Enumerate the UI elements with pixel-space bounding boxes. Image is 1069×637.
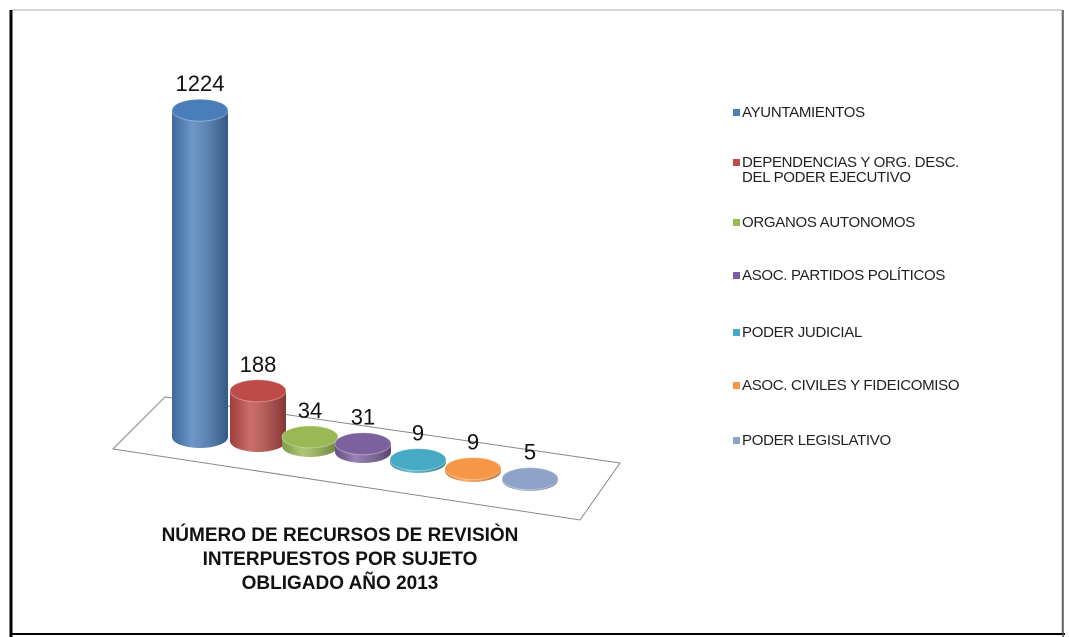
legend-swatch: [733, 159, 740, 166]
legend-label: DEPENDENCIAS Y ORG. DESC. DEL PODER EJEC…: [742, 154, 960, 186]
legend-swatch: [733, 437, 740, 444]
legend-swatch: [733, 272, 740, 279]
legend-label: AYUNTAMIENTOS: [742, 104, 865, 121]
chart-title: NÚMERO DE RECURSOS DE REVISIÒN INTERPUES…: [161, 525, 519, 594]
value-label: 9: [467, 430, 479, 455]
legend-item: PODER LEGISLATIVO: [733, 433, 968, 448]
cylinder-top: [229, 379, 287, 403]
cylinder-top: [389, 448, 447, 472]
value-label: 34: [298, 398, 322, 423]
value-label: 31: [351, 405, 375, 430]
legend-item: PODER JUDICIAL: [733, 325, 968, 340]
cylinder-shade: [230, 390, 286, 452]
legend-item: ASOC. CIVILES Y FIDEICOMISO: [733, 378, 968, 393]
legend-label: ASOC. CIVILES Y FIDEICOMISO: [742, 377, 960, 394]
cylinder-shade: [172, 110, 228, 448]
cylinder-top: [501, 467, 559, 491]
legend-swatch: [733, 109, 740, 116]
value-label: 1224: [176, 71, 225, 96]
cylinder-top: [334, 432, 392, 456]
legend-label: ORGANOS AUTONOMOS: [742, 214, 915, 231]
cylinder-top: [171, 98, 229, 122]
legend-item: AYUNTAMIENTOS: [733, 105, 968, 120]
legend-label: ASOC. PARTIDOS POLÍTICOS: [742, 267, 946, 284]
legend-item: DEPENDENCIAS Y ORG. DESC. DEL PODER EJEC…: [733, 155, 968, 185]
cylinder-top: [281, 425, 339, 449]
legend-label: PODER LEGISLATIVO: [742, 432, 891, 449]
legend-swatch: [733, 382, 740, 389]
value-label: 5: [524, 440, 536, 465]
cylinder-top: [444, 457, 502, 481]
legend-label: PODER JUDICIAL: [742, 324, 862, 341]
legend-swatch: [733, 329, 740, 336]
value-label: 188: [240, 352, 277, 377]
value-label: 9: [412, 421, 424, 446]
legend-item: ASOC. PARTIDOS POLÍTICOS: [733, 268, 968, 283]
legend-swatch: [733, 219, 740, 226]
legend-item: ORGANOS AUTONOMOS: [733, 215, 968, 230]
